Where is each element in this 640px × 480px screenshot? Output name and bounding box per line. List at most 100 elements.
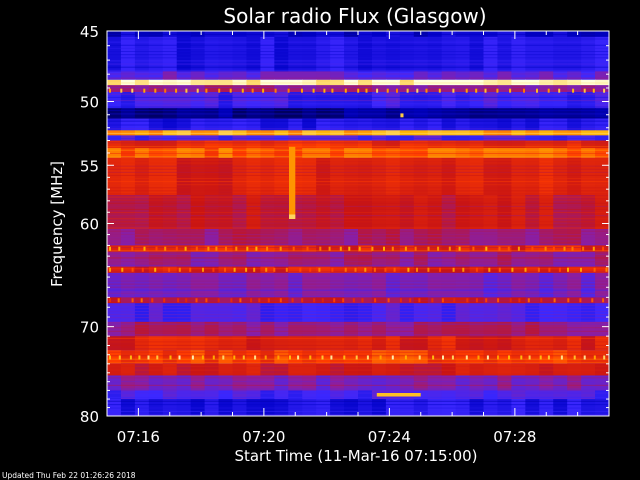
- band-cell: [455, 85, 471, 93]
- band-cell: [288, 135, 303, 141]
- band-cell: [302, 390, 317, 400]
- band-cell: [441, 251, 457, 267]
- band-cell: [218, 148, 234, 158]
- band-cell: [483, 266, 499, 273]
- band-cell: [399, 350, 415, 364]
- band-cell: [497, 272, 512, 298]
- band-cell: [595, 350, 610, 364]
- band-cell: [469, 375, 485, 391]
- band-cell: [553, 245, 568, 252]
- band-cell: [204, 266, 220, 273]
- band-striation: [107, 243, 609, 245]
- row-dot: [517, 246, 520, 251]
- band-cell: [162, 130, 178, 136]
- band-cell: [274, 266, 289, 273]
- band-cell: [413, 390, 429, 400]
- row-dot: [131, 298, 134, 303]
- band-cell: [107, 390, 122, 400]
- band-cell: [497, 140, 512, 149]
- band-cell: [413, 272, 429, 298]
- band-cell: [288, 375, 303, 391]
- band-cell: [511, 375, 526, 391]
- band-cell: [553, 321, 568, 337]
- band-cell: [553, 272, 568, 298]
- row-dot: [427, 267, 430, 272]
- row-dot: [131, 267, 134, 272]
- band-cell: [511, 85, 526, 93]
- band-cell: [455, 245, 471, 252]
- band-cell: [344, 245, 359, 252]
- row-dot: [339, 246, 342, 251]
- band-cell: [497, 375, 512, 391]
- band-cell: [107, 245, 122, 252]
- band-striation: [107, 237, 609, 239]
- band-cell: [148, 321, 164, 337]
- band-cell: [218, 336, 234, 351]
- band-cell: [581, 130, 596, 136]
- band-cell: [107, 251, 122, 267]
- x-axis-label: Start Time (11-Mar-16 07:15:00): [234, 447, 477, 465]
- band-cell: [120, 321, 136, 337]
- band-cell: [358, 363, 373, 376]
- band-striation: [107, 41, 609, 43]
- band-cell: [455, 303, 471, 322]
- band-cell: [525, 390, 540, 400]
- band-cell: [385, 140, 401, 149]
- band-striation: [107, 230, 609, 232]
- row-dot: [507, 246, 510, 251]
- row-dot: [567, 267, 569, 272]
- band-cell: [539, 157, 554, 196]
- band-cell: [274, 390, 289, 400]
- row-dot: [224, 267, 226, 272]
- band-cell: [413, 157, 429, 196]
- band-cell: [469, 140, 485, 149]
- band-cell: [162, 140, 178, 149]
- band-cell: [204, 303, 220, 322]
- band-cell: [176, 375, 192, 391]
- band-cell: [427, 85, 443, 93]
- band-cell: [441, 363, 457, 376]
- band-cell: [567, 272, 582, 298]
- band-cell: [483, 71, 499, 80]
- row-dot: [205, 88, 208, 93]
- striped-row: [109, 88, 606, 93]
- row-dot: [312, 88, 315, 93]
- band-cell: [483, 140, 499, 149]
- row-dot: [109, 246, 111, 251]
- band-cell: [427, 148, 443, 158]
- band-cell: [595, 135, 610, 141]
- row-dot: [254, 355, 257, 360]
- band-cell: [148, 85, 164, 93]
- row-dot: [518, 298, 521, 303]
- band-cell: [330, 336, 345, 351]
- row-dot: [229, 88, 232, 93]
- band-cell: [190, 363, 206, 376]
- band-cell: [288, 251, 303, 267]
- band-cell: [427, 272, 443, 298]
- band-cell: [148, 350, 164, 364]
- band-cell: [190, 321, 206, 337]
- row-dot: [452, 267, 455, 272]
- row-dot: [418, 298, 421, 303]
- row-dot: [323, 88, 326, 93]
- band-cell: [260, 85, 275, 93]
- band-cell: [204, 71, 220, 80]
- band-striation: [107, 128, 609, 130]
- band-cell: [399, 85, 415, 93]
- band-cell: [232, 148, 248, 158]
- row-dot: [547, 88, 550, 93]
- row-dot: [573, 355, 576, 360]
- band-cell: [260, 140, 275, 149]
- band-cell: [469, 157, 485, 196]
- row-dot: [379, 355, 382, 360]
- row-dot: [583, 88, 586, 93]
- band-cell: [288, 266, 303, 273]
- band-cell: [553, 130, 568, 136]
- band-cell: [302, 375, 317, 391]
- band-cell: [455, 251, 471, 267]
- row-dot: [143, 246, 146, 251]
- band-cell: [134, 71, 150, 80]
- band-cell: [427, 135, 443, 141]
- band-striation: [107, 184, 609, 186]
- band-cell: [525, 130, 540, 136]
